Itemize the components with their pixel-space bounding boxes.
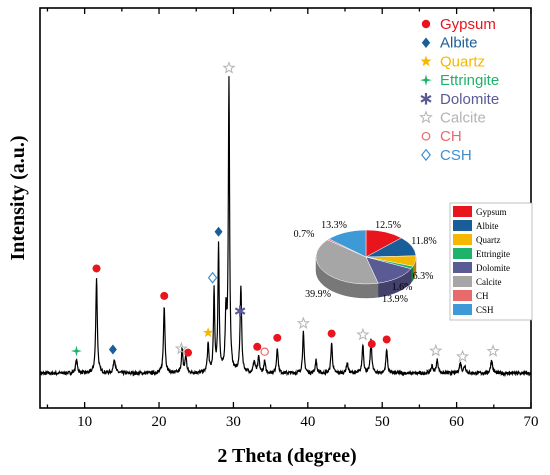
pie-legend-swatch-csh xyxy=(453,304,472,315)
legend-symbol-albite xyxy=(421,37,431,48)
legend-label-ettringite: Ettringite xyxy=(440,72,499,89)
marker-calcite xyxy=(296,316,310,330)
marker-gypsum xyxy=(253,342,262,351)
legend-label-csh: CSH xyxy=(440,147,472,164)
pie-label-gypsum: 12.5% xyxy=(375,220,401,231)
pie-legend-label-quartz: Quartz xyxy=(476,235,501,245)
marker-gypsum xyxy=(382,335,391,344)
x-tick-label: 30 xyxy=(226,414,241,430)
marker-quartz xyxy=(202,327,214,338)
marker-ettringite xyxy=(70,345,82,357)
pie-legend-swatch-gypsum xyxy=(453,206,472,217)
legend-label-quartz: Quartz xyxy=(440,53,485,70)
pie-legend-swatch-albite xyxy=(453,220,472,231)
marker-gypsum xyxy=(92,264,101,273)
marker-calcite xyxy=(486,344,500,357)
legend-symbol-gypsum xyxy=(421,19,431,29)
legend-symbol-ch xyxy=(421,131,431,141)
legend-label-calcite: Calcite xyxy=(440,110,486,127)
marker-gypsum xyxy=(367,340,376,349)
pie-legend-label-ettringite: Ettringite xyxy=(476,249,510,259)
y-axis-title: Intensity (a.u.) xyxy=(7,135,29,260)
marker-ch xyxy=(260,347,269,356)
marker-calcite xyxy=(222,61,236,74)
x-tick-label: 50 xyxy=(375,414,390,430)
marker-calcite xyxy=(174,341,188,355)
legend-label-gypsum: Gypsum xyxy=(440,16,496,33)
legend-symbol-quartz xyxy=(420,55,432,67)
x-tick-label: 60 xyxy=(449,414,464,430)
pie-legend-swatch-ettringite xyxy=(453,248,472,259)
pie-legend-label-gypsum: Gypsum xyxy=(476,207,507,217)
phase-markers xyxy=(70,61,500,363)
x-tick-label: 20 xyxy=(152,414,167,430)
pie-legend-label-dolomite: Dolomite xyxy=(476,263,510,273)
pie-slice-calcite xyxy=(315,239,379,285)
marker-gypsum xyxy=(184,348,193,357)
axes: 10 20 30 40 50 60 70 xyxy=(39,7,539,430)
pie-label-csh: 13.3% xyxy=(321,220,347,231)
legend-symbol-dolomite xyxy=(420,93,432,105)
pie-label-albite: 11.8% xyxy=(411,236,436,247)
legend-symbol-csh xyxy=(421,148,431,162)
pie-slice-csh xyxy=(328,229,367,258)
x-axis-title: 2 Theta (degree) xyxy=(217,445,356,467)
marker-calcite xyxy=(429,343,443,357)
marker-calcite xyxy=(455,349,470,363)
xrd-pattern-line xyxy=(39,76,532,378)
pie-label-dolomite: 13.9% xyxy=(382,294,408,305)
marker-albite xyxy=(214,226,223,237)
pie-legend-label-albite: Albite xyxy=(476,221,499,231)
pie-label-ch: 0.7% xyxy=(294,229,315,240)
x-tick-label: 70 xyxy=(524,414,539,430)
pie-legend-swatch-calcite xyxy=(453,276,472,287)
marker-dolomite xyxy=(234,305,246,317)
pie-legend-swatch-ch xyxy=(453,290,472,301)
pie-inset: 12.5% 11.8% 6.3%1.6%13.9% 39.9% 0.7% 13.3% Gyp… xyxy=(294,202,533,321)
pie-legend-label-calcite: Calcite xyxy=(476,277,502,287)
x-tick-label: 40 xyxy=(300,414,315,430)
marker-calcite xyxy=(356,327,370,341)
legend-symbol-ettringite xyxy=(420,74,432,86)
pie-legend-label-csh: CSH xyxy=(476,305,494,315)
x-tick-label: 10 xyxy=(77,414,92,430)
pie-legend-label-ch: CH xyxy=(476,291,489,301)
pie-legend-swatch-quartz xyxy=(453,234,472,245)
marker-gypsum xyxy=(273,333,282,342)
legend-label-albite: Albite xyxy=(440,35,478,52)
pie-legend-swatch-dolomite xyxy=(453,262,472,273)
marker-albite xyxy=(108,344,117,355)
pie-label-quartz: 6.3% xyxy=(413,271,434,282)
pie-label-ettringite: 1.6% xyxy=(392,282,413,293)
legend-label-ch: CH xyxy=(440,128,462,145)
legend-label-dolomite: Dolomite xyxy=(440,91,499,108)
legend-symbol-calcite xyxy=(419,110,433,124)
plot-area xyxy=(39,76,532,378)
marker-csh xyxy=(207,271,218,284)
marker-gypsum xyxy=(327,329,336,338)
pie-label-calcite: 39.9% xyxy=(305,289,331,300)
marker-gypsum xyxy=(160,291,169,300)
